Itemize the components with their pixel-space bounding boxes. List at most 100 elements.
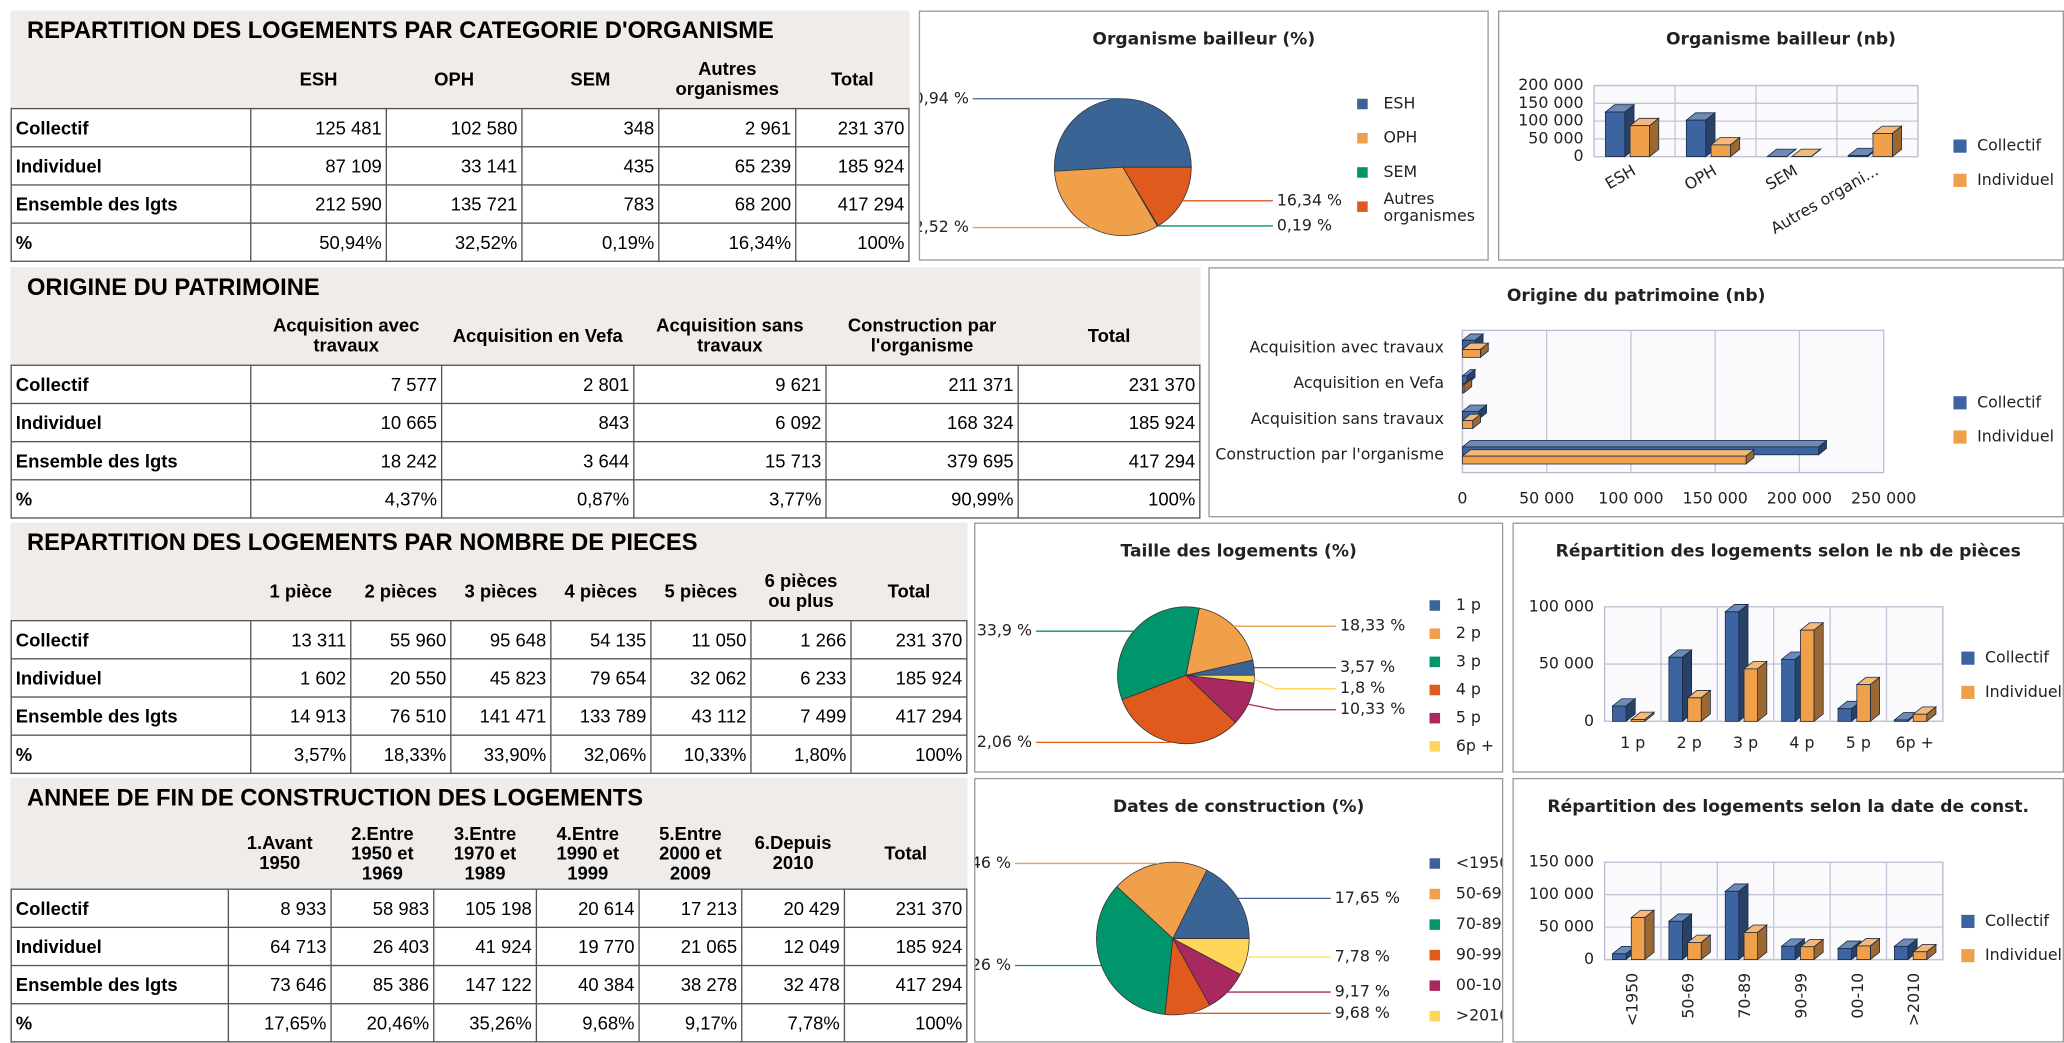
cell: 17 213 bbox=[639, 889, 742, 927]
cell: 100% bbox=[1018, 480, 1200, 518]
bar bbox=[1838, 948, 1852, 959]
legend-label: Individuel bbox=[1985, 682, 2062, 701]
chart: Répartition des logements selon la date … bbox=[1514, 779, 2063, 1041]
cell: 7 577 bbox=[251, 365, 442, 403]
bar-side bbox=[1870, 677, 1879, 721]
column-header: 4.Entre 1990 et 1999 bbox=[536, 817, 639, 889]
legend-label: 6p + bbox=[1456, 736, 1494, 755]
cell: 231 370 bbox=[1018, 365, 1200, 403]
legend-label: Individuel bbox=[1977, 170, 2054, 189]
cell: 212 590 bbox=[251, 185, 387, 223]
legend-swatch bbox=[1953, 174, 1966, 187]
chart-title: Organisme bailleur (nb) bbox=[1666, 29, 1896, 49]
chart-panel: Répartition des logements selon la date … bbox=[1512, 778, 2064, 1043]
x-tick-label: 1 p bbox=[1620, 733, 1645, 752]
legend-label: 5 p bbox=[1456, 708, 1481, 727]
cell: 125 481 bbox=[251, 109, 387, 147]
x-tick-label: 200 000 bbox=[1767, 488, 1832, 507]
legend-swatch bbox=[1430, 889, 1441, 900]
legend-swatch bbox=[1430, 919, 1441, 930]
cell: 16,34% bbox=[659, 223, 796, 261]
legend-swatch bbox=[1430, 1011, 1441, 1022]
x-tick-label: 0 bbox=[1457, 488, 1467, 507]
column-header: 6 pièces ou plus bbox=[751, 562, 851, 621]
table-title: ORIGINE DU PATRIMOINE bbox=[11, 267, 1200, 306]
cell: 79 654 bbox=[551, 659, 651, 697]
legend-swatch bbox=[1430, 657, 1441, 668]
cell: 100% bbox=[851, 735, 967, 773]
data-row: %4,37%0,87%3,77%90,99%100% bbox=[11, 480, 1200, 518]
cell: 2 801 bbox=[442, 365, 634, 403]
title-row: ORIGINE DU PATRIMOINE bbox=[11, 267, 1200, 306]
cell: 40 384 bbox=[536, 966, 639, 1004]
corner-cell bbox=[11, 50, 251, 109]
cell: 0,87% bbox=[442, 480, 634, 518]
y-tick-label: 150 000 bbox=[1529, 852, 1594, 871]
y-tick-label: Acquisition avec travaux bbox=[1249, 338, 1444, 357]
cell: 73 646 bbox=[228, 966, 331, 1004]
table-title: REPARTITION DES LOGEMENTS PAR NOMBRE DE … bbox=[11, 523, 967, 562]
column-header: 3.Entre 1970 et 1989 bbox=[434, 817, 537, 889]
legend-swatch bbox=[1357, 99, 1368, 110]
cell: 231 370 bbox=[844, 889, 966, 927]
bar bbox=[1838, 709, 1852, 722]
cell: 10 665 bbox=[251, 403, 442, 441]
data-label: 3,57 % bbox=[1340, 657, 1395, 676]
cell: 211 371 bbox=[826, 365, 1018, 403]
chart-panel: Taille des logements (%)3,57 %18,33 %33,… bbox=[974, 523, 1503, 773]
cell: 379 695 bbox=[826, 442, 1018, 480]
column-header: OPH bbox=[386, 50, 522, 109]
bar bbox=[1782, 946, 1796, 959]
cell: 0,19% bbox=[522, 223, 659, 261]
column-header: 6.Depuis 2010 bbox=[742, 817, 845, 889]
legend-swatch bbox=[1953, 140, 1966, 153]
x-tick-label: 2 p bbox=[1677, 733, 1702, 752]
bar bbox=[1462, 421, 1472, 429]
data-label: 9,68 % bbox=[1335, 1003, 1390, 1022]
legend-label: OPH bbox=[1383, 128, 1417, 147]
cell: 18,33% bbox=[351, 735, 451, 773]
cell: 783 bbox=[522, 185, 659, 223]
chart-panel: Organisme bailleur (%)50,94 %32,52 %0,19… bbox=[919, 11, 1489, 261]
column-header: Construction par l'organisme bbox=[826, 307, 1018, 366]
cell: 100% bbox=[844, 1004, 966, 1042]
cell: 76 510 bbox=[351, 697, 451, 735]
cell: 32 062 bbox=[651, 659, 751, 697]
leader-line bbox=[1254, 679, 1336, 689]
cell: 20,46% bbox=[331, 1004, 434, 1042]
cell: 85 386 bbox=[331, 966, 434, 1004]
chart-title: Dates de construction (%) bbox=[1113, 797, 1364, 817]
cell: 6 233 bbox=[751, 659, 851, 697]
cell: 20 429 bbox=[742, 889, 845, 927]
data-label: 50,94 % bbox=[920, 88, 969, 107]
legend-swatch bbox=[1961, 686, 1974, 699]
bar bbox=[1873, 133, 1892, 156]
data-label: 20,46 % bbox=[975, 853, 1011, 872]
x-tick-label: <1950 bbox=[1622, 973, 1641, 1026]
cell: 147 122 bbox=[434, 966, 537, 1004]
row-label: Collectif bbox=[11, 365, 251, 403]
leader-line bbox=[1248, 704, 1336, 709]
chart-title: Taille des logements (%) bbox=[1120, 542, 1356, 562]
data-row: %17,65%20,46%35,26%9,68%9,17%7,78%100% bbox=[11, 1004, 967, 1042]
y-tick-label: 50 000 bbox=[1539, 917, 1594, 936]
cell: 3 644 bbox=[442, 442, 634, 480]
bar bbox=[1688, 942, 1702, 959]
x-tick-label: OPH bbox=[1681, 161, 1720, 194]
bar bbox=[1894, 720, 1908, 721]
cell: 9 621 bbox=[634, 365, 826, 403]
cell: 135 721 bbox=[386, 185, 522, 223]
row-label: Individuel bbox=[11, 403, 251, 441]
legend-swatch bbox=[1430, 685, 1441, 696]
bar bbox=[1711, 145, 1730, 157]
bar bbox=[1857, 946, 1871, 960]
